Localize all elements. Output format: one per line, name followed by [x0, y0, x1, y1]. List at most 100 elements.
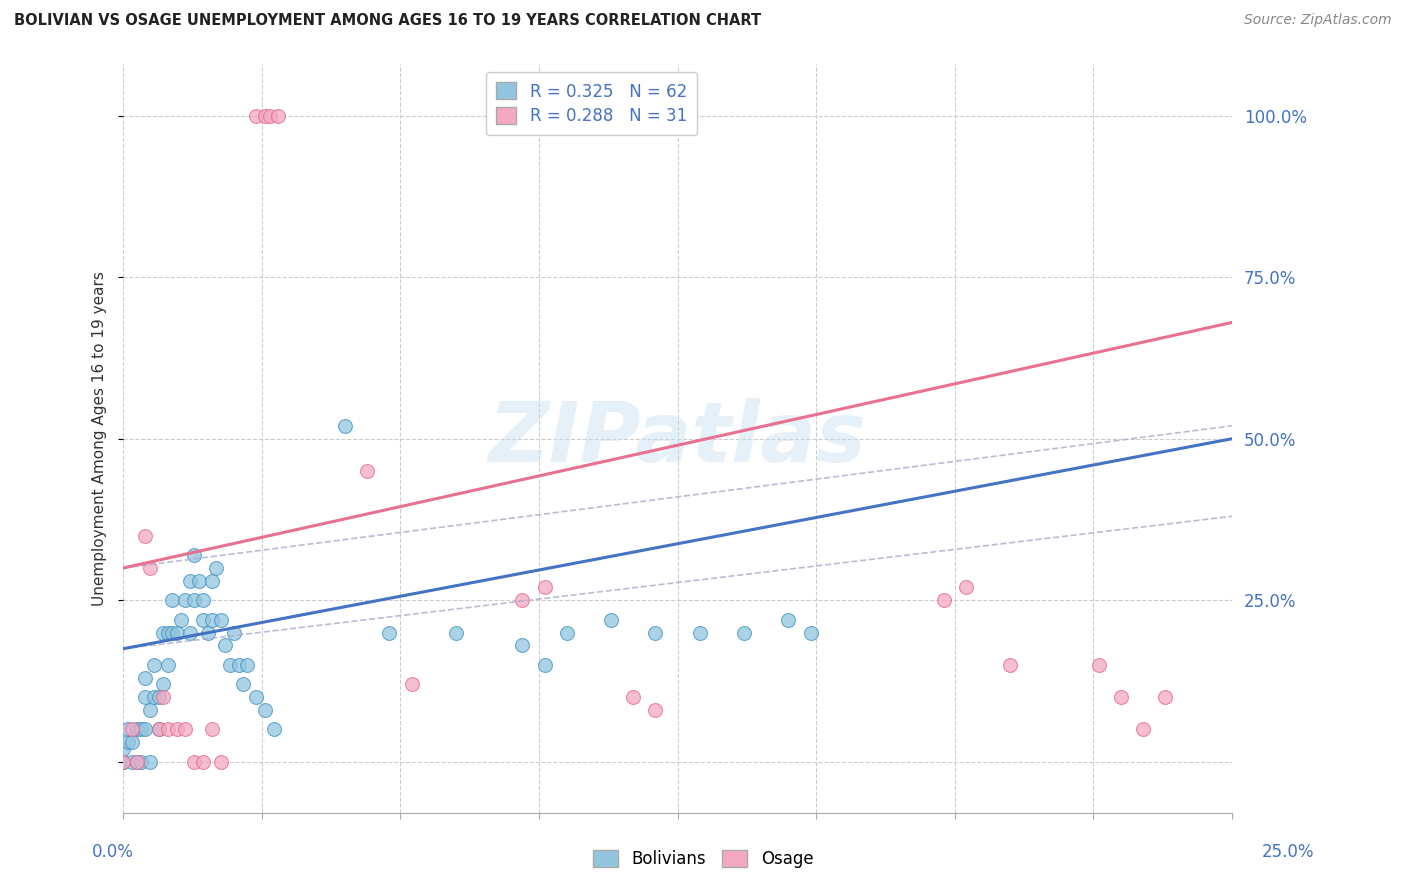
Point [254, 703, 277, 717]
Legend: R = 0.325   N = 62, R = 0.288   N = 31: R = 0.325 N = 62, R = 0.288 N = 31 [486, 72, 697, 136]
Point [245, 690, 267, 705]
Point [932, 593, 955, 607]
Point [733, 625, 755, 640]
Point [179, 574, 201, 588]
Point [533, 657, 555, 672]
Point [160, 625, 183, 640]
Point [160, 593, 183, 607]
Point [134, 723, 156, 737]
Point [800, 625, 823, 640]
Point [148, 723, 170, 737]
Point [778, 613, 800, 627]
Point [156, 657, 179, 672]
Point [218, 657, 240, 672]
Point [152, 625, 174, 640]
Point [191, 613, 214, 627]
Point [209, 755, 232, 769]
Point [512, 639, 534, 653]
Text: ZIPatlas: ZIPatlas [489, 398, 866, 479]
Point [112, 742, 135, 756]
Point [183, 548, 205, 562]
Point [129, 755, 152, 769]
Point [444, 625, 467, 640]
Point [134, 671, 156, 685]
Text: BOLIVIAN VS OSAGE UNEMPLOYMENT AMONG AGES 16 TO 19 YEARS CORRELATION CHART: BOLIVIAN VS OSAGE UNEMPLOYMENT AMONG AGE… [14, 13, 761, 29]
Point [112, 755, 135, 769]
Point [166, 723, 188, 737]
Point [401, 677, 423, 691]
Point [1154, 690, 1177, 705]
Point [139, 755, 162, 769]
Point [187, 574, 209, 588]
Point [644, 625, 666, 640]
Point [333, 418, 356, 433]
Point [689, 625, 711, 640]
Point [512, 593, 534, 607]
Point [121, 755, 143, 769]
Point [533, 580, 555, 594]
Point [117, 735, 139, 749]
Point [139, 703, 162, 717]
Point [644, 703, 666, 717]
Point [224, 625, 246, 640]
Point [125, 755, 148, 769]
Point [148, 690, 170, 705]
Point [263, 723, 285, 737]
Point [209, 613, 232, 627]
Point [148, 723, 170, 737]
Text: Source: ZipAtlas.com: Source: ZipAtlas.com [1244, 13, 1392, 28]
Point [191, 593, 214, 607]
Point [267, 109, 290, 123]
Point [125, 755, 148, 769]
Point [117, 723, 139, 737]
Point [205, 561, 228, 575]
Text: 0.0%: 0.0% [91, 843, 134, 861]
Point [112, 755, 135, 769]
Point [143, 657, 166, 672]
Point [1088, 657, 1111, 672]
Point [621, 690, 644, 705]
Point [121, 735, 143, 749]
Point [152, 677, 174, 691]
Point [201, 613, 224, 627]
Point [174, 723, 197, 737]
Point [245, 109, 267, 123]
Point [166, 625, 188, 640]
Point [112, 755, 135, 769]
Legend: Bolivians, Osage: Bolivians, Osage [586, 843, 820, 875]
Point [179, 625, 201, 640]
Point [378, 625, 401, 640]
Point [125, 723, 148, 737]
Point [156, 723, 179, 737]
Point [174, 593, 197, 607]
Point [143, 690, 166, 705]
Point [201, 574, 224, 588]
Text: 25.0%: 25.0% [1263, 843, 1315, 861]
Point [197, 625, 219, 640]
Point [555, 625, 578, 640]
Point [139, 561, 162, 575]
Point [170, 613, 193, 627]
Point [236, 657, 259, 672]
Point [156, 625, 179, 640]
Point [134, 529, 156, 543]
Point [201, 723, 224, 737]
Point [232, 677, 254, 691]
Point [183, 755, 205, 769]
Point [998, 657, 1021, 672]
Point [191, 755, 214, 769]
Point [129, 723, 152, 737]
Point [1132, 723, 1154, 737]
Point [955, 580, 977, 594]
Point [134, 690, 156, 705]
Point [152, 690, 174, 705]
Point [121, 723, 143, 737]
Point [183, 593, 205, 607]
Point [1109, 690, 1132, 705]
Point [259, 109, 281, 123]
Point [228, 657, 250, 672]
Y-axis label: Unemployment Among Ages 16 to 19 years: Unemployment Among Ages 16 to 19 years [93, 271, 107, 607]
Point [600, 613, 623, 627]
Point [356, 464, 378, 478]
Point [254, 109, 277, 123]
